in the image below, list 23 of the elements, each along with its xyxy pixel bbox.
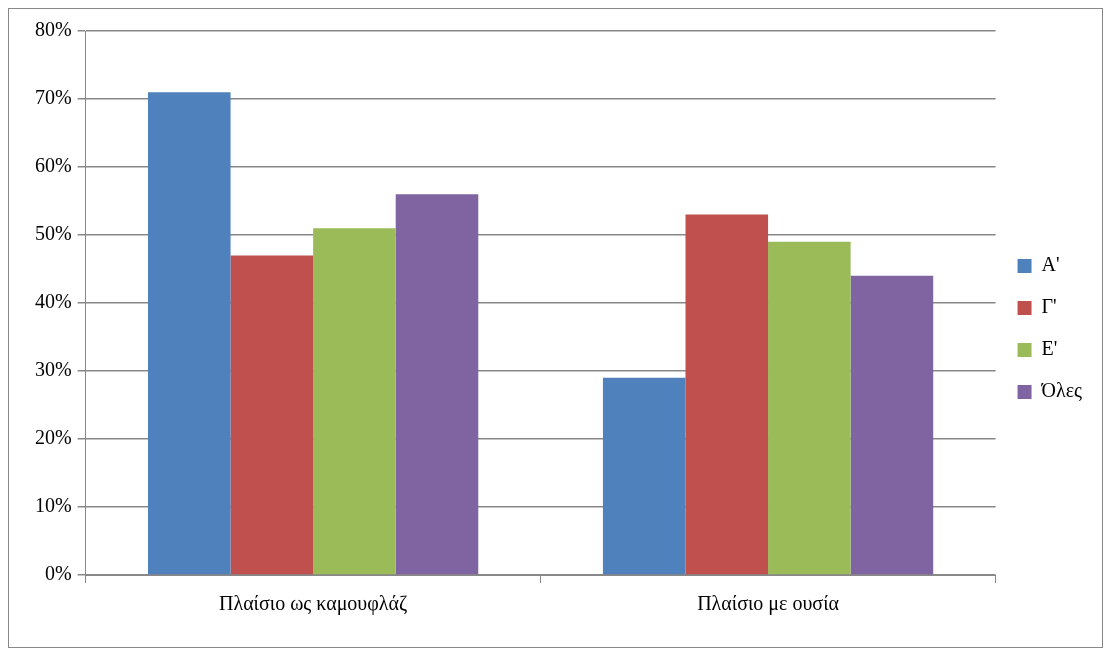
- legend-label: Γ': [1041, 295, 1057, 318]
- y-tick-label: 50%: [34, 222, 72, 245]
- y-tick-label: 40%: [34, 290, 72, 313]
- legend-label: Όλες: [1040, 379, 1083, 402]
- y-tick-label: 0%: [44, 562, 72, 585]
- y-tick-label: 80%: [34, 18, 72, 41]
- legend-label: Ε': [1041, 337, 1058, 360]
- bar: [147, 92, 231, 575]
- bar: [768, 241, 851, 575]
- bar: [313, 228, 396, 575]
- legend-label: Α': [1041, 253, 1060, 276]
- bar: [395, 194, 479, 575]
- bar: [850, 275, 934, 575]
- y-tick-label: 10%: [34, 494, 72, 517]
- bar: [230, 255, 314, 575]
- y-tick-label: 60%: [34, 154, 72, 177]
- y-tick-label: 70%: [34, 86, 72, 109]
- bar: [602, 377, 686, 575]
- y-tick-label: 30%: [34, 358, 72, 381]
- y-tick-label: 20%: [34, 426, 72, 449]
- bar: [685, 214, 769, 575]
- x-tick-label: Πλαίσιο με ουσία: [697, 592, 840, 616]
- x-tick-label: Πλαίσιο ως καμουφλάζ: [219, 592, 408, 616]
